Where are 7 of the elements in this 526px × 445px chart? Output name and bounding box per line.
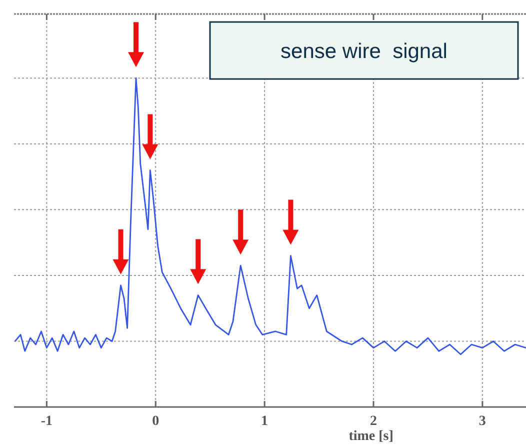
x-tick-label: 2 <box>370 414 377 429</box>
text: sense wire signal <box>280 40 448 63</box>
x-tick-label: 3 <box>478 414 486 429</box>
x-tick-label: 1 <box>261 414 268 429</box>
x-axis-title: time [s] <box>348 429 394 444</box>
x-tick-label: 0 <box>152 414 160 429</box>
x-tick-label: -1 <box>40 414 53 429</box>
